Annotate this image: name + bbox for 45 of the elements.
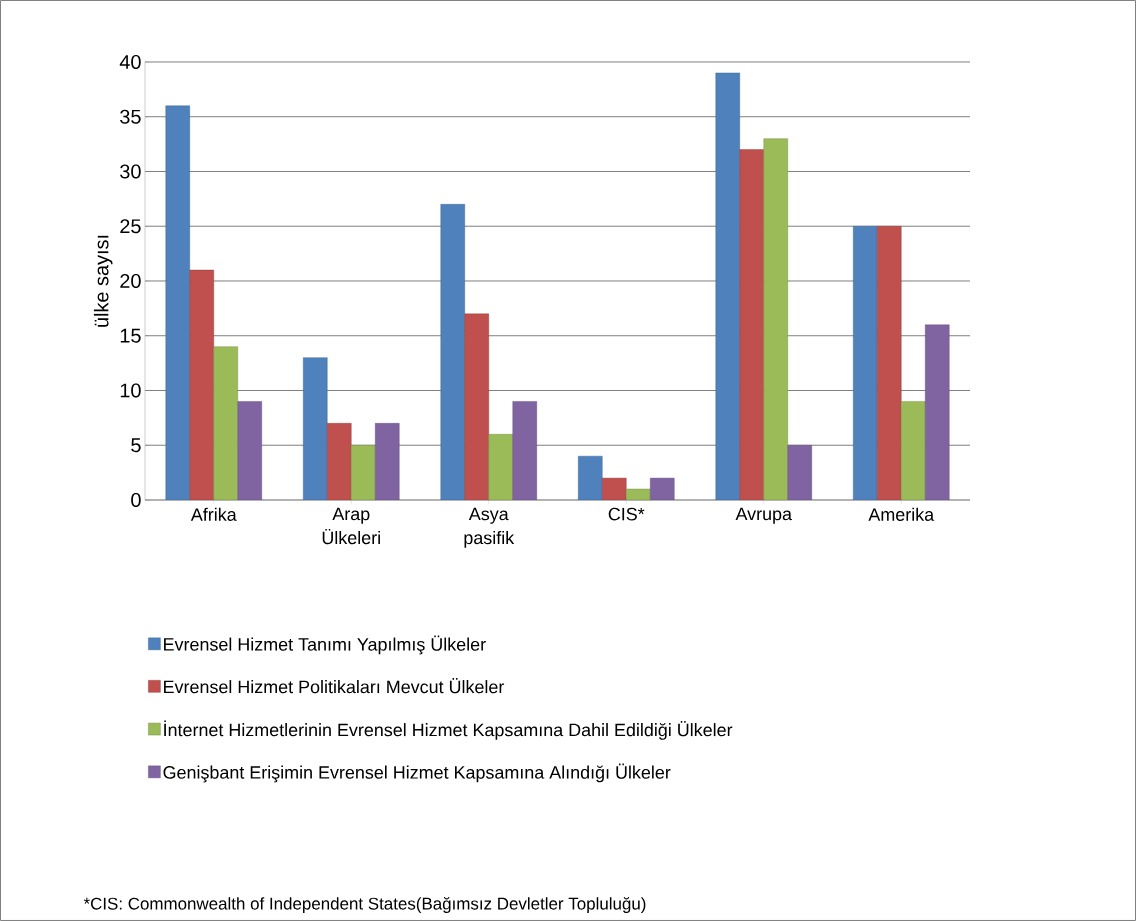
bar [877,226,902,500]
x-tick-label: Afrika [190,507,237,521]
bar [853,226,878,500]
bar [512,401,537,500]
bar [739,149,764,500]
bar [925,324,950,500]
bar [213,346,238,500]
bar [488,434,513,500]
y-tick-label: 0 [131,492,141,508]
bar [715,72,740,500]
legend-label: İnternet Hizmetlerinin Evrensel Hizmet Kapsamına Dahil Edildiği Ülkeler [164,720,733,740]
y-tick-label: 30 [120,164,141,179]
bar [165,105,190,500]
y-tick-label: 20 [120,273,141,289]
legend-label: Evrensel Hizmet Politikaları Mevcut Ülkeler [164,678,505,694]
legend-label: Genişbant Erişimin Evrensel Hizmet Kapsamına Alındığı Ülkeler [163,763,671,783]
y-tick-label: 40 [119,54,141,70]
bar [440,204,465,500]
y-tick-label: 35 [120,109,141,124]
y-tick-label: 15 [120,328,141,343]
bar [237,401,262,500]
y-tick-label: 10 [120,383,141,398]
text: *CIS: Commonwealth of Independent States(Bağımsız Devletler Topluluğu) [83,896,646,913]
bar [602,477,627,500]
x-tick-label: Avrupa [735,507,792,524]
y-axis-title: ülke sayısı [93,235,113,327]
x-tick-label: Asya pasifik [464,507,515,548]
bar [901,401,926,500]
bar [626,488,651,500]
x-tick-label: Arap Ülkeleri [322,507,380,545]
bar [578,455,603,500]
x-tick-label: CIS* [608,507,645,521]
bar [787,445,812,500]
bar [763,138,788,500]
y-tick-label: 25 [120,219,141,234]
bar [650,477,675,500]
bar [189,269,214,500]
legend-label: Evrensel Hizmet Tanımı Yapılmış Ülkeler [164,635,486,655]
y-tick-label: 5 [131,438,141,453]
bar [303,357,328,500]
bar [327,423,352,500]
x-tick-label: Amerika [868,507,935,521]
bar [351,445,376,500]
bar [464,313,489,500]
bar [375,423,400,500]
